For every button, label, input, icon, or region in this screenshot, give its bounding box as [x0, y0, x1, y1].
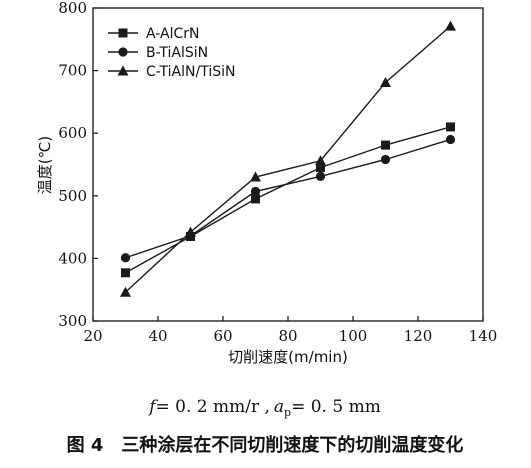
data-point: [380, 76, 391, 87]
data-point: [121, 268, 130, 278]
data-point: [251, 194, 260, 204]
data-point: [315, 155, 326, 166]
x-tick-label: 140: [469, 327, 498, 345]
cutting-parameters: f= 0. 2 mm/r , ap= 0. 5 mm: [147, 397, 381, 419]
data-point: [120, 286, 131, 297]
series-line: [125, 25, 451, 293]
data-point: [120, 253, 131, 263]
data-point: [316, 163, 325, 173]
y-tick-label: 400: [58, 249, 87, 267]
data-point: [445, 20, 456, 31]
data-point: [446, 122, 455, 132]
legend-marker: [118, 28, 128, 38]
series-layer: [120, 20, 456, 297]
data-point: [445, 134, 456, 145]
legend-marker: [118, 47, 128, 57]
y-axis-title: 温度(℃): [36, 136, 54, 195]
series-line: [125, 138, 451, 259]
legend-label: B-TiAlSiN: [146, 45, 208, 61]
series-triangle: [120, 20, 456, 297]
y-tick-label: 600: [58, 124, 87, 142]
x-axis: 20 40 60 80 100 120 140: [83, 316, 497, 345]
series-square: [121, 122, 455, 278]
data-point: [380, 154, 391, 165]
figure-caption: 图 4 三种涂层在不同切削速度下的切削温度变化: [67, 434, 464, 456]
legend: A-AlCrN B-TiAlSiN C-TiAlN/TiSiN: [108, 26, 235, 80]
x-tick-label: 60: [213, 327, 232, 345]
y-tick-label: 300: [58, 312, 87, 330]
series-line: [125, 126, 451, 274]
data-point: [381, 140, 390, 150]
series-circle: [120, 134, 456, 263]
x-tick-label: 40: [148, 327, 167, 345]
caption-body: 三种涂层在不同切削速度下的切削温度变化: [121, 434, 463, 456]
y-axis: 300 400 500 600 700 800: [58, 0, 98, 330]
legend-marker: [117, 65, 129, 76]
data-point: [250, 186, 261, 197]
x-tick-label: 120: [404, 327, 433, 345]
legend-label: C-TiAlN/TiSiN: [146, 64, 235, 80]
x-tick-label: 20: [83, 327, 102, 345]
data-point: [185, 226, 196, 237]
y-tick-label: 500: [58, 187, 87, 205]
x-tick-label: 80: [278, 327, 297, 345]
legend-item: C-TiAlN/TiSiN: [108, 64, 235, 80]
legend-label: A-AlCrN: [146, 26, 199, 42]
x-tick-label: 100: [339, 327, 368, 345]
data-point: [315, 171, 326, 181]
caption-label: 图 4: [67, 435, 104, 456]
y-tick-label: 700: [58, 62, 87, 80]
legend-item: B-TiAlSiN: [108, 45, 208, 61]
y-tick-label: 800: [58, 0, 87, 17]
legend-item: A-AlCrN: [108, 26, 199, 42]
data-point: [250, 171, 261, 182]
x-axis-title: 切削速度(m/min): [228, 348, 348, 366]
